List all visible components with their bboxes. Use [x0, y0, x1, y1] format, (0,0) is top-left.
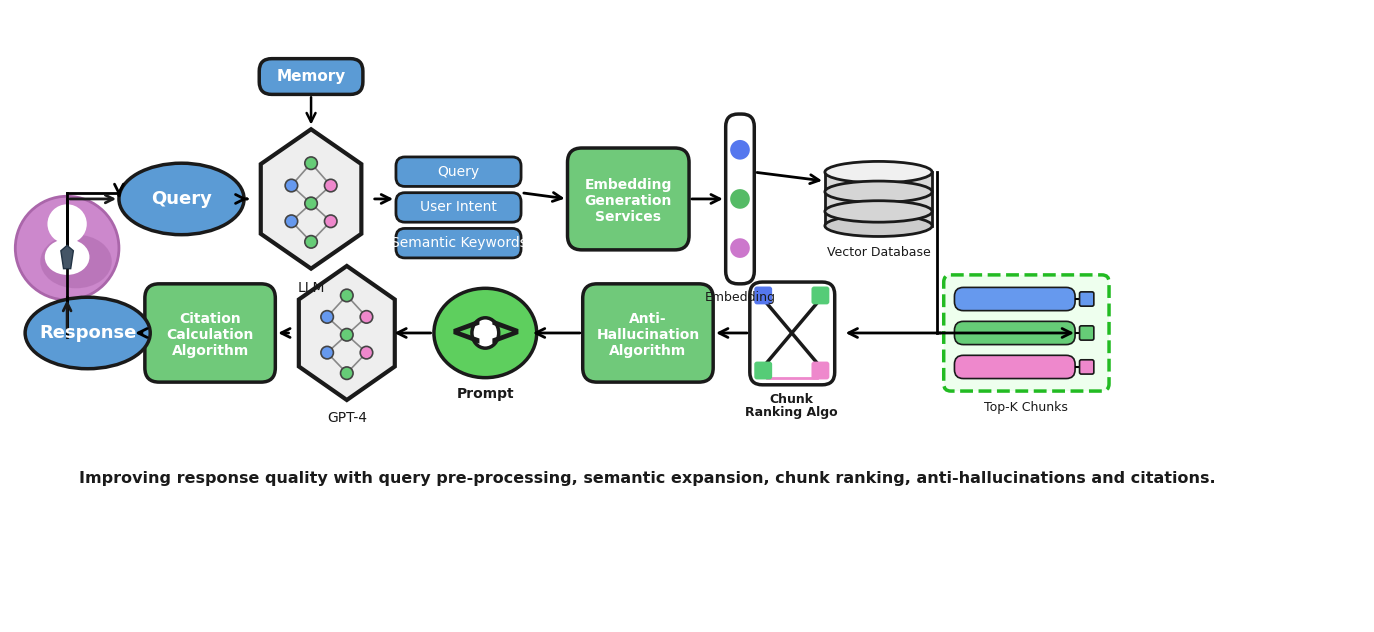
Text: Query: Query	[151, 190, 212, 208]
FancyBboxPatch shape	[725, 114, 754, 284]
Circle shape	[305, 157, 317, 169]
FancyBboxPatch shape	[824, 172, 932, 226]
Text: Embedding: Embedding	[705, 291, 775, 304]
Polygon shape	[60, 245, 73, 269]
FancyBboxPatch shape	[1080, 292, 1094, 306]
Circle shape	[730, 140, 750, 160]
Text: Query: Query	[437, 165, 480, 179]
Circle shape	[730, 189, 750, 209]
FancyBboxPatch shape	[396, 228, 521, 258]
FancyBboxPatch shape	[260, 59, 363, 94]
FancyBboxPatch shape	[750, 282, 834, 385]
Text: Semantic Keywords: Semantic Keywords	[390, 236, 526, 250]
Text: Citation: Citation	[179, 312, 240, 325]
Text: Algorithm: Algorithm	[609, 344, 687, 358]
Polygon shape	[261, 129, 361, 269]
Circle shape	[48, 204, 87, 243]
Circle shape	[286, 215, 298, 228]
Text: Ranking Algo: Ranking Algo	[746, 406, 838, 419]
Text: Vector Database: Vector Database	[827, 246, 930, 259]
Circle shape	[305, 236, 317, 248]
Text: Prompt: Prompt	[456, 387, 514, 401]
Text: Memory: Memory	[276, 69, 346, 84]
Circle shape	[305, 197, 317, 210]
FancyBboxPatch shape	[754, 362, 772, 379]
Text: Response: Response	[38, 324, 136, 342]
Circle shape	[341, 329, 353, 341]
Circle shape	[324, 179, 337, 191]
Circle shape	[360, 346, 372, 359]
Circle shape	[341, 289, 353, 301]
FancyBboxPatch shape	[955, 288, 1074, 311]
Text: Improving response quality with query pre-processing, semantic expansion, chunk : Improving response quality with query pr…	[78, 471, 1216, 487]
Circle shape	[341, 367, 353, 379]
Ellipse shape	[434, 288, 537, 378]
Text: LLM: LLM	[297, 281, 324, 295]
Polygon shape	[298, 266, 394, 400]
Circle shape	[322, 311, 334, 323]
Text: >: >	[488, 312, 522, 354]
FancyBboxPatch shape	[1080, 326, 1094, 340]
Circle shape	[322, 346, 334, 359]
FancyBboxPatch shape	[944, 275, 1109, 391]
Ellipse shape	[824, 215, 932, 236]
FancyBboxPatch shape	[144, 284, 275, 382]
FancyBboxPatch shape	[955, 321, 1074, 344]
FancyBboxPatch shape	[812, 286, 830, 305]
Text: Embedding: Embedding	[584, 178, 672, 191]
Circle shape	[324, 215, 337, 228]
Text: Top-K Chunks: Top-K Chunks	[984, 401, 1068, 414]
FancyBboxPatch shape	[567, 148, 688, 250]
Text: Hallucination: Hallucination	[596, 328, 699, 342]
FancyBboxPatch shape	[583, 284, 713, 382]
FancyBboxPatch shape	[754, 286, 772, 305]
Text: Anti-: Anti-	[629, 312, 666, 325]
Circle shape	[360, 311, 372, 323]
Ellipse shape	[824, 201, 932, 222]
FancyBboxPatch shape	[955, 355, 1074, 379]
Ellipse shape	[40, 234, 111, 288]
FancyBboxPatch shape	[396, 193, 521, 222]
Text: Algorithm: Algorithm	[172, 344, 249, 358]
Ellipse shape	[25, 297, 150, 368]
Ellipse shape	[824, 181, 932, 202]
Text: <: <	[448, 312, 484, 354]
Text: Generation: Generation	[584, 194, 672, 208]
Text: Services: Services	[595, 210, 661, 224]
Circle shape	[730, 238, 750, 258]
Circle shape	[286, 179, 298, 191]
FancyBboxPatch shape	[812, 362, 830, 379]
Text: User Intent: User Intent	[420, 200, 497, 214]
FancyBboxPatch shape	[396, 157, 521, 186]
Ellipse shape	[471, 318, 499, 348]
Ellipse shape	[120, 163, 245, 234]
Ellipse shape	[45, 239, 89, 275]
Ellipse shape	[824, 161, 932, 183]
Circle shape	[15, 197, 120, 300]
Text: GPT-4: GPT-4	[327, 411, 367, 425]
Text: Chunk: Chunk	[769, 394, 813, 406]
Text: Calculation: Calculation	[166, 328, 254, 342]
FancyBboxPatch shape	[1080, 360, 1094, 374]
